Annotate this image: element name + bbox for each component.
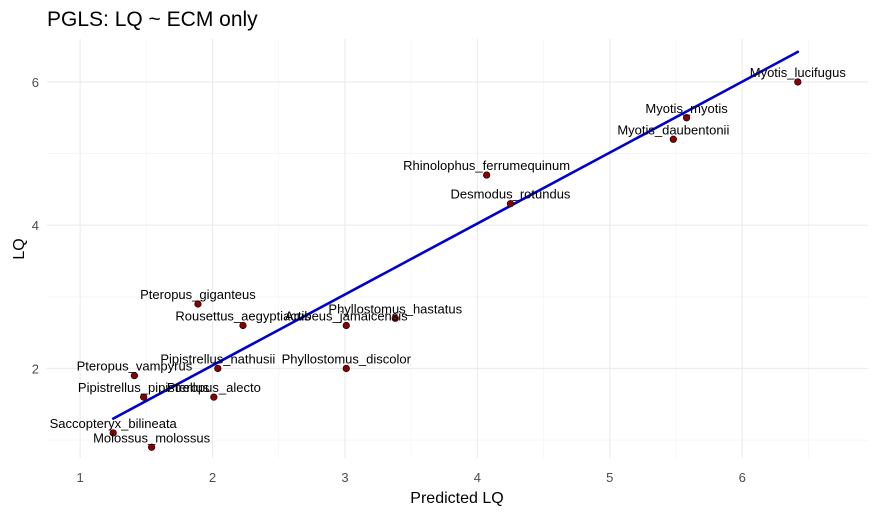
data-point bbox=[682, 114, 691, 122]
data-point bbox=[210, 393, 218, 401]
data-point bbox=[794, 78, 802, 86]
point-label: Saccopteryx_bilineata bbox=[50, 416, 178, 431]
fit-line bbox=[111, 50, 800, 420]
data-point bbox=[140, 393, 148, 401]
x-tick-label: 3 bbox=[341, 470, 348, 485]
data-point bbox=[483, 171, 491, 179]
data-point bbox=[109, 429, 117, 437]
data-point bbox=[130, 372, 138, 380]
data-point bbox=[214, 364, 222, 373]
x-tick-label: 5 bbox=[606, 470, 613, 485]
point-label: Pipistrellus_pipistrellus bbox=[78, 380, 210, 395]
data-point bbox=[342, 364, 350, 373]
fit-line-layer bbox=[111, 50, 800, 420]
data-point bbox=[194, 300, 202, 308]
point-label: Molossus_molossus bbox=[93, 430, 211, 445]
point-label: Myotis_lucifugus bbox=[750, 65, 847, 80]
point-label: Pteropus_giganteus bbox=[140, 287, 256, 302]
points-layer bbox=[109, 78, 802, 451]
point-label: Myotis_daubentonii bbox=[617, 122, 729, 137]
x-tick-label: 1 bbox=[76, 470, 83, 485]
data-point bbox=[391, 314, 399, 322]
data-point bbox=[342, 321, 350, 330]
point-label: Phyllostomus_discolor bbox=[282, 351, 412, 366]
x-tick-label: 4 bbox=[474, 470, 481, 485]
data-point bbox=[506, 200, 515, 208]
x-axis-title: Predicted LQ bbox=[410, 490, 503, 507]
y-tick-label: 2 bbox=[32, 361, 39, 376]
x-tick-label: 2 bbox=[209, 470, 216, 485]
y-tick-label: 4 bbox=[32, 218, 39, 233]
grid-major bbox=[47, 39, 868, 458]
grid-minor bbox=[47, 39, 868, 458]
x-axis-ticks: 1 2 3 4 5 6 bbox=[76, 470, 745, 485]
data-point bbox=[148, 443, 156, 451]
chart-title: PGLS: LQ ~ ECM only bbox=[47, 8, 258, 31]
y-tick-label: 6 bbox=[32, 75, 39, 90]
point-label: Rhinolophus_ferrumequinum bbox=[403, 158, 570, 173]
point-label: Myotis_myotis bbox=[645, 101, 728, 116]
point-label: Pteropus_alecto bbox=[167, 380, 261, 395]
data-point bbox=[669, 135, 677, 143]
point-label: Pteropus_vampyrus bbox=[77, 359, 193, 374]
y-axis-ticks: 2 4 6 bbox=[32, 75, 39, 376]
data-point bbox=[239, 321, 247, 330]
point-label: Pipistrellus_nathusii bbox=[160, 351, 275, 366]
point-label: Desmodus_rotundus bbox=[450, 187, 570, 202]
y-axis-title: LQ bbox=[11, 238, 28, 259]
point-label: Rousettus_aegyptiacus bbox=[175, 308, 311, 323]
point-label: Artibeus_jamaicensis bbox=[285, 308, 408, 323]
point-labels-layer: Myotis_lucifugus Myotis_myotis Myotis_daub… bbox=[50, 65, 847, 445]
point-label: Phyllostomus_hastatus bbox=[328, 301, 462, 316]
x-tick-label: 6 bbox=[739, 470, 746, 485]
